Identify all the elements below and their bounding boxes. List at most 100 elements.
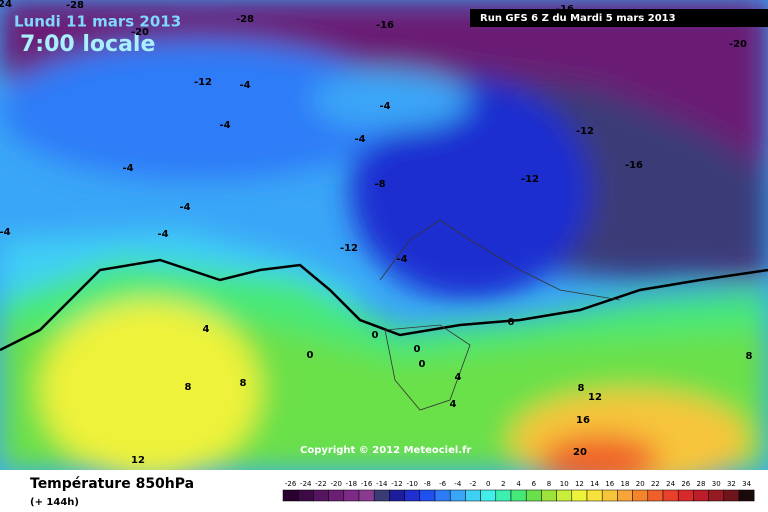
contour-label: 0 xyxy=(372,330,379,341)
legend-swatch xyxy=(480,489,497,502)
contour-label: -12 xyxy=(194,77,212,88)
contour-label: 8 xyxy=(185,382,192,393)
legend-label: -12 xyxy=(391,480,402,488)
footer-subtitle: (+ 144h) xyxy=(30,497,79,508)
legend-label: -24 xyxy=(300,480,312,488)
legend-label: 12 xyxy=(575,480,584,488)
contour-label: -4 xyxy=(0,227,11,238)
legend-label: 0 xyxy=(486,480,490,488)
legend-label: 6 xyxy=(532,480,537,488)
legend-swatch xyxy=(328,489,345,502)
legend-label: 32 xyxy=(727,480,736,488)
legend-swatch xyxy=(510,489,527,502)
contour-label: -28 xyxy=(236,14,254,25)
legend-swatch xyxy=(465,489,481,502)
legend-label: 10 xyxy=(560,480,569,488)
contour-label: 0 xyxy=(508,317,515,328)
contour-label: 8 xyxy=(746,351,753,362)
contour-label: -4 xyxy=(157,229,168,240)
contour-label: 4 xyxy=(203,324,210,335)
legend-label: 30 xyxy=(712,480,721,488)
color-legend: -26 -24 -22 -20 -18 -16 -14 -12 -10 -8 -6 -4 -2 0 2 4 6 8… xyxy=(282,480,755,502)
temperature-field xyxy=(0,0,768,490)
legend-label: 18 xyxy=(621,480,630,488)
run-banner xyxy=(470,9,768,27)
legend-swatch xyxy=(297,489,314,502)
legend-label: 16 xyxy=(605,480,614,488)
legend-label: -14 xyxy=(376,480,388,488)
legend-swatch xyxy=(373,489,390,502)
field-shapes xyxy=(0,0,768,490)
contour-label: -4 xyxy=(379,101,390,112)
contour-label: -20 xyxy=(729,39,747,50)
contour-label: 24 xyxy=(0,0,12,10)
copyright: Copyright © 2012 Meteociel.fr xyxy=(300,445,471,456)
legend-swatch xyxy=(617,489,633,502)
contour-label: -28 xyxy=(66,0,84,11)
contour-label: -16 xyxy=(625,160,643,171)
legend-swatch xyxy=(677,489,694,502)
contour-labels: 24 -28 -20 -28 -16 -16 -20 -12 -4 -4 -4 -12 -4 -4 -4 -8… xyxy=(0,0,753,466)
legend-swatch xyxy=(389,489,405,502)
contour-label: 8 xyxy=(240,378,247,389)
legend-swatch xyxy=(495,489,512,502)
forecast-time: 7:00 locale xyxy=(20,32,155,57)
legend-swatch xyxy=(313,489,329,502)
legend-swatch xyxy=(434,489,451,502)
contour-label: 0 xyxy=(307,350,314,361)
forecast-date: Lundi 11 mars 2013 xyxy=(14,13,181,31)
contour-label: 4 xyxy=(450,399,457,410)
legend-swatch xyxy=(343,489,360,502)
legend-label: -2 xyxy=(470,480,477,488)
legend-swatch xyxy=(586,489,603,502)
run-info: Run GFS 6 Z du Mardi 5 mars 2013 xyxy=(480,13,676,24)
mild-region xyxy=(310,70,470,130)
contour-label: 12 xyxy=(131,455,145,466)
contour-label: 12 xyxy=(588,392,602,403)
legend-label: -16 xyxy=(361,480,373,488)
legend-label: -8 xyxy=(424,480,431,488)
legend-label: 20 xyxy=(636,480,645,488)
legend-label: -4 xyxy=(454,480,462,488)
contour-label: 20 xyxy=(573,447,587,458)
coastline xyxy=(384,324,471,411)
legend-swatch xyxy=(404,489,421,502)
legend-label: 24 xyxy=(666,480,675,488)
legend-swatch xyxy=(358,489,375,502)
legend-swatch xyxy=(632,489,649,502)
contour-label: 0 xyxy=(419,359,426,370)
legend-label: 4 xyxy=(516,480,521,488)
cold-region xyxy=(350,80,590,300)
legend-swatch xyxy=(647,489,664,502)
legend-label: 14 xyxy=(590,480,599,488)
legend-swatch xyxy=(541,489,557,502)
zero-isotherm xyxy=(0,258,768,352)
contour-label: -4 xyxy=(354,134,365,145)
legend-label: -26 xyxy=(285,480,297,488)
contour-label: 0 xyxy=(414,344,421,355)
contour-label: 16 xyxy=(576,415,590,426)
legend-label: -20 xyxy=(330,480,341,488)
contour-label: -16 xyxy=(376,20,394,31)
footer-title: Température 850hPa xyxy=(30,476,194,492)
contour-label: -4 xyxy=(219,120,230,131)
legend-label: -6 xyxy=(439,480,447,488)
legend-swatch xyxy=(708,489,725,502)
contour-label: -12 xyxy=(340,243,358,254)
legend-swatch xyxy=(525,489,542,502)
legend-swatch xyxy=(662,489,679,502)
legend-label: -10 xyxy=(406,480,417,488)
contour-label: -12 xyxy=(521,174,539,185)
legend-label: 28 xyxy=(697,480,706,488)
contour-label: -4 xyxy=(396,254,407,265)
contour-label: -8 xyxy=(374,179,385,190)
contour-label: -4 xyxy=(122,163,133,174)
legend-swatch xyxy=(723,489,740,502)
legend-label: 8 xyxy=(547,480,551,488)
legend-label: 22 xyxy=(651,480,660,488)
legend-label: -18 xyxy=(346,480,357,488)
coastline xyxy=(379,219,621,301)
contour-label: -12 xyxy=(576,126,594,137)
legend-label: -22 xyxy=(315,480,326,488)
legend-swatch xyxy=(449,489,466,502)
